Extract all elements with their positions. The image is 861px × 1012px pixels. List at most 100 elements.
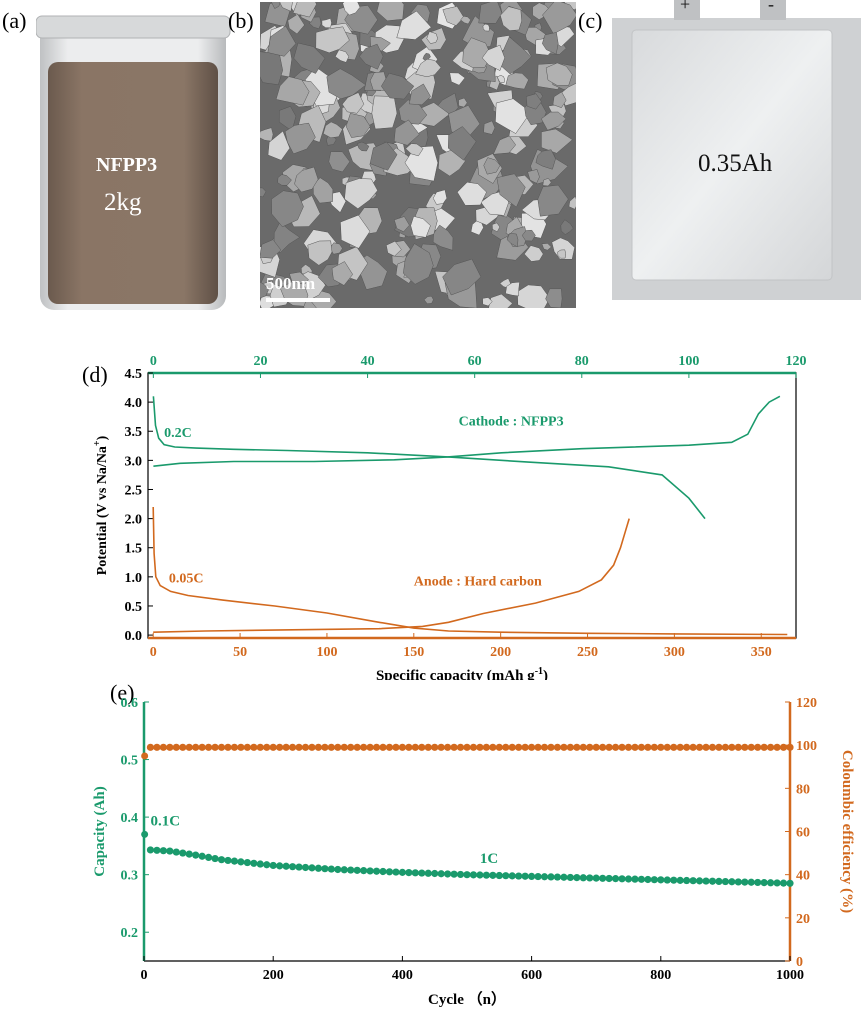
- data-point-e-1: [456, 743, 465, 751]
- data-point-e-1: [695, 743, 704, 751]
- data-point-e-1: [392, 743, 400, 751]
- data-point-e-1: [431, 743, 439, 751]
- data-point-e-1: [476, 743, 484, 751]
- data-point-e-1: [495, 743, 503, 751]
- sem-grain: [449, 72, 466, 86]
- sem-grain: [356, 141, 370, 152]
- data-point-e-0: [754, 878, 762, 887]
- y-tick-label-d: 4.0: [125, 396, 143, 411]
- x-tick-label-bottom-d: 200: [490, 645, 511, 660]
- data-point-e-1: [360, 743, 368, 751]
- data-point-e-1: [347, 743, 355, 751]
- data-point-e-0: [153, 846, 161, 854]
- sem-grain: [260, 187, 267, 198]
- data-point-e-0: [372, 867, 381, 875]
- data-point-e-0: [747, 878, 755, 886]
- sem-grain: [403, 243, 434, 285]
- data-point-e-0: [276, 862, 284, 870]
- sem-grain: [405, 143, 424, 157]
- sem-grain: [340, 214, 371, 249]
- pouch-cell-photo: + - 0.35Ah: [612, 0, 861, 300]
- panel-d-label: (d): [82, 362, 108, 387]
- data-point-e-1: [547, 743, 555, 751]
- x-tick-label-bottom-d: 150: [403, 645, 424, 660]
- sem-grain: [423, 295, 434, 304]
- data-point-e-1: [469, 743, 478, 751]
- jar-label-line1: NFPP3: [96, 154, 158, 176]
- data-point-e-0: [586, 874, 594, 882]
- data-point-e-0: [631, 875, 639, 883]
- y-tick-label-d: 2.0: [125, 513, 143, 528]
- data-point-e-1: [579, 743, 587, 751]
- powder-jar-photo: NFPP3 2kg: [36, 14, 232, 314]
- data-point-e-1: [637, 743, 646, 751]
- sem-grain: [371, 95, 398, 130]
- data-point-e-0: [418, 869, 426, 877]
- sem-grain: [432, 224, 454, 251]
- data-point-e-0: [237, 858, 245, 866]
- sem-grain: [521, 229, 536, 242]
- data-point-e-1: [250, 743, 258, 751]
- data-point-e-0: [424, 869, 432, 877]
- data-point-e-0: [715, 877, 723, 886]
- data-point-e-0: [644, 875, 652, 884]
- sem-grain: [506, 233, 519, 248]
- sem-grain: [545, 62, 573, 86]
- data-point-e-1: [463, 743, 471, 751]
- x-axis-label-e: Cycle （n）: [428, 990, 506, 1008]
- voltage-profile-chart: 0.0 0.5 1.0 1.5 2.0 2.5 3.0 3.5 4.0 4.5 0 50 100 150 2…: [92, 354, 807, 680]
- data-point-e-0: [767, 879, 775, 887]
- sem-grain: [267, 130, 291, 161]
- y-tick-label-right-e: 100: [796, 739, 817, 754]
- pouch-capacity-label: 0.35Ah: [698, 150, 773, 177]
- data-point-e-0: [695, 877, 704, 885]
- data-point-e-1: [237, 743, 245, 751]
- data-point-e-1: [644, 743, 652, 751]
- sem-grain: [293, 42, 326, 74]
- data-point-e-0: [469, 871, 478, 879]
- sem-grain: [334, 49, 350, 63]
- x-tick-label-bottom-d: 100: [316, 645, 337, 660]
- data-point-e-1: [211, 743, 219, 751]
- data-point-e-1: [521, 743, 529, 751]
- x-tick-label-top-d: 40: [361, 354, 375, 369]
- data-point-e-0: [437, 870, 445, 878]
- data-point-e-1: [528, 743, 536, 751]
- sem-grain: [326, 68, 367, 100]
- y-axis-label-left-e: Capacity (Ah): [92, 786, 108, 876]
- data-point-e-0: [683, 876, 691, 885]
- sem-grain: [294, 166, 319, 193]
- x-axis-label-sup-d: -1: [535, 666, 543, 677]
- x-tick-label-e: 1000: [776, 968, 804, 983]
- annotation-d-3: 0.05C: [169, 572, 204, 587]
- data-point-e-1: [566, 743, 574, 751]
- sem-image: 500nm: [260, 2, 576, 308]
- data-point-e-1: [708, 743, 717, 751]
- annotation-e-0: 0.1C: [150, 814, 180, 830]
- sem-grain: [386, 240, 402, 257]
- data-point-e-1: [747, 743, 755, 751]
- data-point-e-0: [282, 862, 290, 870]
- data-point-e-1: [146, 743, 155, 751]
- x-tick-label-top-d: 80: [575, 354, 589, 369]
- x-tick-label-bottom-d: 50: [233, 645, 247, 660]
- data-point-e-0: [560, 873, 568, 881]
- data-point-e-1: [205, 743, 213, 751]
- y-axis-label-d: Potential (V vs Na/Na+): [92, 435, 110, 575]
- data-point-e-1: [295, 743, 303, 751]
- x-tick-label-top-d: 60: [468, 354, 482, 369]
- sem-grain: [542, 177, 552, 187]
- data-point-e-0: [141, 830, 149, 838]
- data-point-e-1: [269, 743, 277, 751]
- y-tick-label-right-e: 80: [796, 782, 810, 797]
- data-point-e-0: [495, 871, 503, 880]
- data-point-e-1: [282, 743, 290, 751]
- data-point-e-0: [360, 867, 368, 875]
- data-point-e-0: [618, 875, 626, 883]
- data-point-e-0: [553, 873, 562, 881]
- data-point-e-0: [347, 866, 355, 874]
- y-tick-label-d: 1.5: [125, 542, 143, 557]
- data-point-e-1: [153, 743, 161, 751]
- positive-terminal-mark: +: [680, 0, 691, 14]
- sem-grain: [442, 258, 482, 296]
